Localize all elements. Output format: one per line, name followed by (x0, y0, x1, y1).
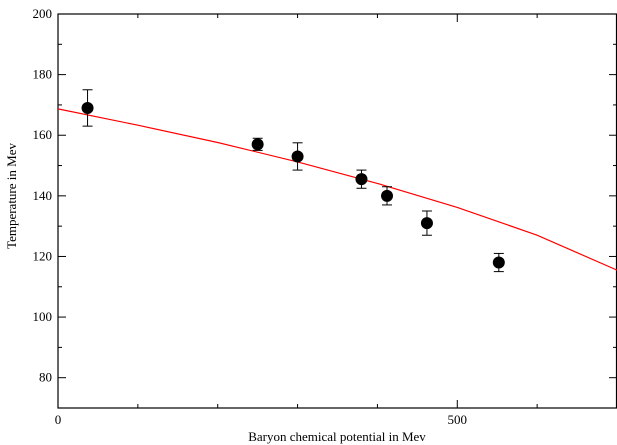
y-tick-label: 80 (39, 370, 52, 385)
plot-border (57, 13, 617, 409)
y-tick-label: 160 (33, 127, 53, 142)
data-point (420, 210, 433, 236)
point-marker (420, 217, 433, 230)
y-tick-label: 200 (33, 6, 53, 21)
y-tick-label: 180 (33, 67, 53, 82)
data-point (492, 252, 505, 273)
plot-frame (57, 13, 617, 409)
point-marker (492, 256, 505, 269)
data-point (381, 186, 394, 206)
y-axis-label: Temperature in Mev (4, 143, 19, 249)
y-tick-label: 120 (33, 248, 53, 263)
data-point (291, 142, 304, 171)
data-points-group (81, 89, 505, 273)
point-marker (381, 189, 394, 202)
data-point (251, 137, 264, 151)
fit-line-group (57, 108, 617, 271)
point-marker (355, 173, 368, 186)
axis-tick-labels: 80 100 120 140 160 180 200 0 500 (33, 6, 468, 427)
fit-line (57, 108, 617, 271)
y-tick-label: 140 (33, 188, 53, 203)
point-marker (81, 101, 94, 114)
axis-ticks (57, 13, 617, 408)
x-tick-label: 500 (448, 412, 468, 427)
data-point (355, 169, 368, 189)
data-point (81, 89, 94, 127)
x-tick-label: 0 (55, 412, 62, 427)
x-axis-label: Baryon chemical potential in Mev (248, 429, 426, 444)
y-tick-label: 100 (33, 309, 53, 324)
point-marker (291, 150, 304, 163)
point-marker (251, 138, 264, 151)
